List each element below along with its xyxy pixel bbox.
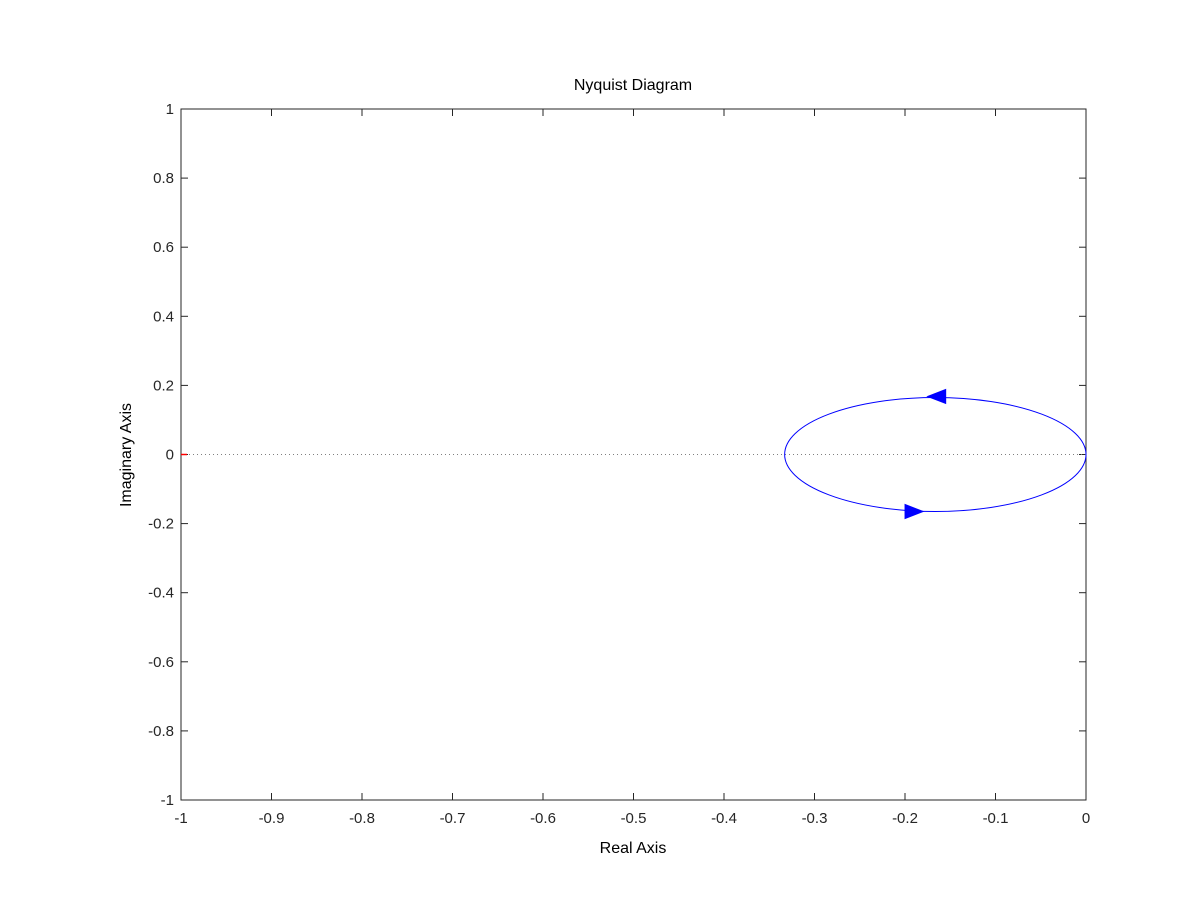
x-axis-label: Real Axis	[600, 840, 667, 857]
y-tick-label: -0.8	[148, 723, 174, 740]
x-tick-label: -0.6	[530, 810, 556, 827]
plot-area: -1 -0.9 -0.8 -0.7 -0.6 -0.5 -0.4 -0.3 -0.2 -0.1 0 1…	[148, 101, 1090, 827]
y-tick-label: -0.4	[148, 585, 174, 602]
direction-arrow-right	[904, 503, 925, 520]
y-tick-label: 0.8	[153, 170, 174, 187]
x-tick-label: -0.7	[440, 810, 466, 827]
x-tick-label: -0.2	[892, 810, 918, 827]
y-tick-label: 1	[166, 101, 174, 118]
y-tick-label: -1	[161, 792, 174, 809]
x-tick-label: -0.9	[259, 810, 285, 827]
direction-arrow-left	[926, 388, 947, 405]
x-tick-label: 0	[1082, 810, 1090, 827]
x-tick-label: -0.3	[802, 810, 828, 827]
y-tick-label: 0	[166, 447, 174, 464]
y-tick-label: -0.6	[148, 654, 174, 671]
y-tick-label: 0.4	[153, 308, 174, 325]
y-tick-label: 0.2	[153, 377, 174, 394]
y-tick-label: -0.2	[148, 516, 174, 533]
y-axis-label: Imaginary Axis	[118, 403, 135, 507]
chart-title: Nyquist Diagram	[574, 77, 692, 94]
x-tick-label: -0.1	[983, 810, 1009, 827]
x-tick-label: -1	[174, 810, 187, 827]
x-tick-label: -0.5	[621, 810, 647, 827]
x-tick-label: -0.8	[349, 810, 375, 827]
x-tick-label: -0.4	[711, 810, 737, 827]
y-tick-label: 0.6	[153, 239, 174, 256]
